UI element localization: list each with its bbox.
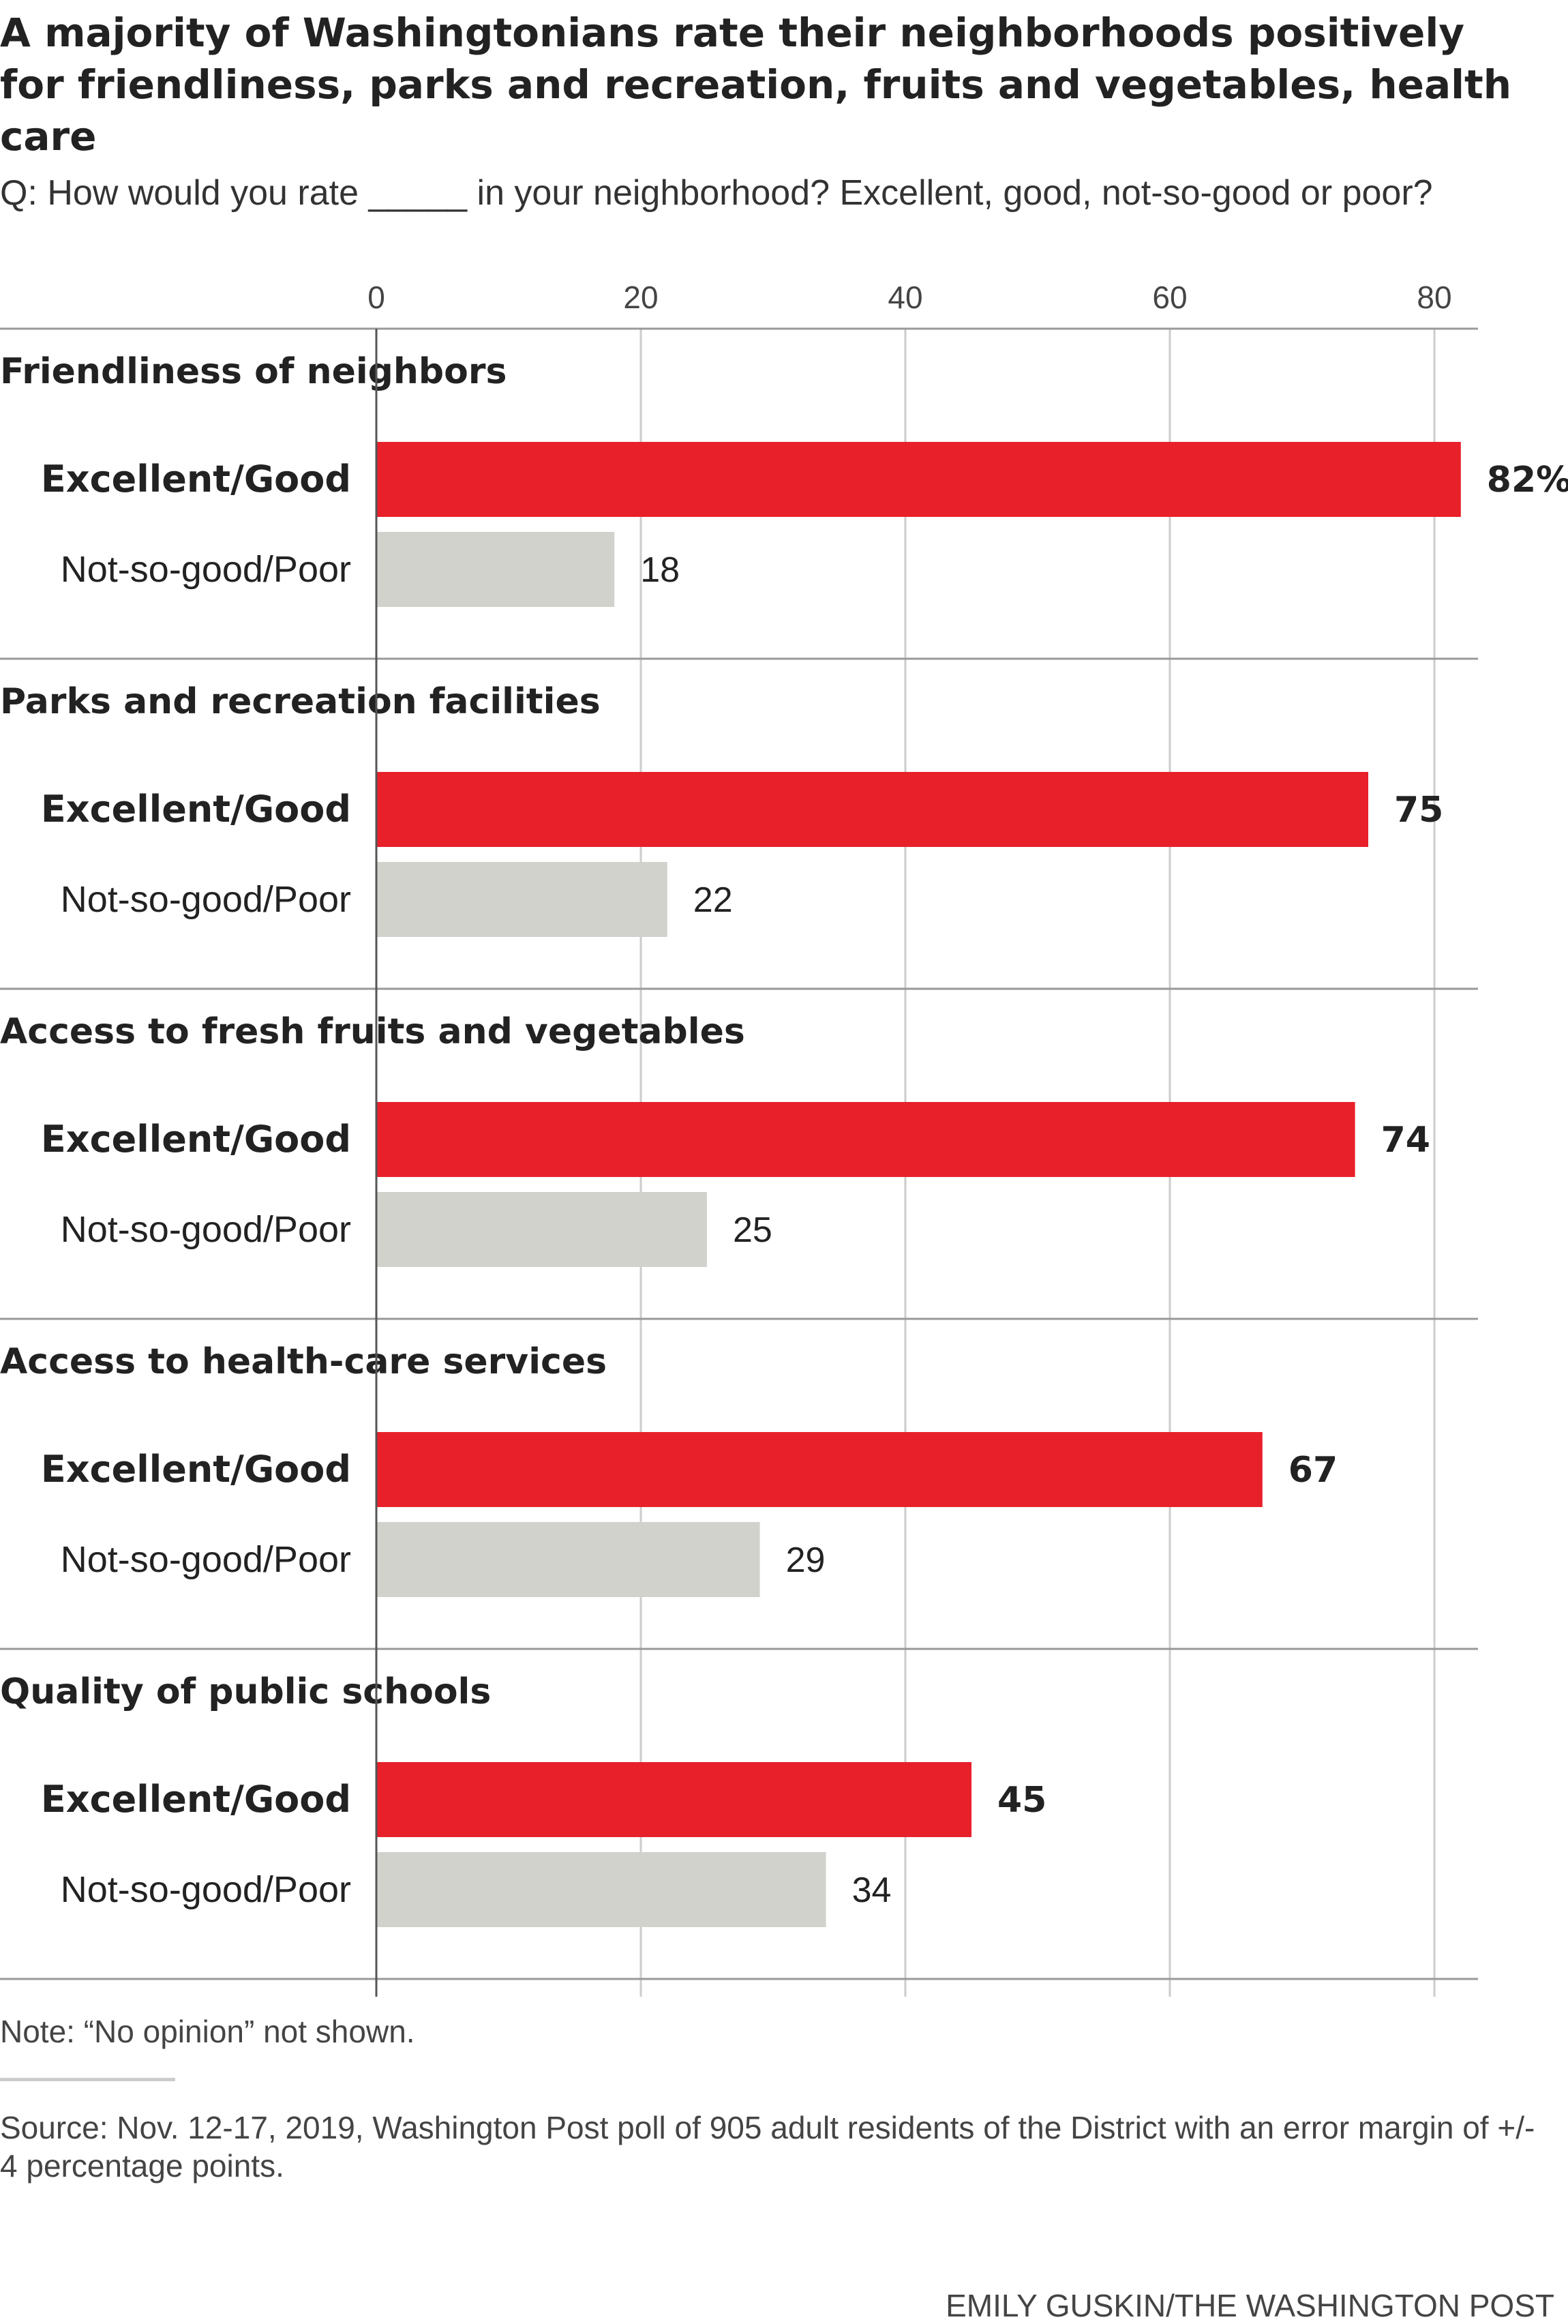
series-label: Not-so-good/Poor	[61, 879, 351, 920]
series-label: Not-so-good/Poor	[61, 1869, 351, 1910]
category-label: Access to fresh fruits and vegetables	[0, 1011, 745, 1052]
chart-credit: EMILY GUSKIN/THE WASHINGTON POST	[946, 2288, 1554, 2323]
category-group: Access to health-care services Excellent/…	[0, 1341, 1338, 1597]
category-groups: Friendliness of neighbors Excellent/Good 8…	[0, 351, 1568, 1927]
category-group: Quality of public schools Excellent/Good 4…	[0, 1671, 1046, 1927]
bar-not-so-good-poor	[376, 1192, 707, 1267]
bar-excellent-good	[376, 442, 1461, 517]
x-tick-label: 40	[888, 280, 922, 315]
data-label: 75	[1394, 790, 1443, 831]
bar-excellent-good	[376, 772, 1368, 847]
category-label: Access to health-care services	[0, 1341, 607, 1382]
data-label: 45	[997, 1780, 1046, 1821]
x-tick-label: 60	[1152, 280, 1187, 315]
bar-excellent-good	[376, 1432, 1263, 1507]
chart-subtitle: Q: How would you rate _____ in your neig…	[0, 173, 1433, 213]
chart-title: A majority of Washingtonians rate their …	[0, 10, 1512, 160]
series-label: Excellent/Good	[41, 1778, 351, 1821]
group-dividers	[0, 327, 1478, 1980]
note-divider	[0, 2078, 175, 2081]
data-label: 22	[693, 880, 733, 920]
data-label: 82%	[1487, 460, 1568, 501]
data-label: 29	[786, 1540, 826, 1580]
bar-not-so-good-poor	[376, 532, 615, 607]
series-label: Excellent/Good	[41, 458, 351, 501]
bar-chart: 0 20 40 60 80 Friendliness of neighbors Excel…	[0, 280, 1568, 1997]
series-label: Not-so-good/Poor	[61, 549, 351, 590]
data-label: 18	[640, 550, 680, 590]
chart-note: Note: “No opinion” not shown.	[0, 2014, 415, 2049]
bar-not-so-good-poor	[376, 862, 667, 937]
series-label: Not-so-good/Poor	[61, 1209, 351, 1250]
bar-not-so-good-poor	[376, 1852, 826, 1927]
x-tick-label: 20	[623, 280, 658, 315]
series-label: Excellent/Good	[41, 1118, 351, 1161]
bar-excellent-good	[376, 1762, 971, 1837]
data-label: 25	[733, 1210, 772, 1250]
chart-source: Source: Nov. 12-17, 2019, Washington Pos…	[0, 2110, 1535, 2184]
category-label: Friendliness of neighbors	[0, 351, 507, 392]
bar-excellent-good	[376, 1102, 1355, 1177]
data-label: 74	[1381, 1120, 1430, 1161]
data-label: 34	[852, 1871, 892, 1910]
category-group: Access to fresh fruits and vegetables Exc…	[0, 1011, 1430, 1267]
series-label: Excellent/Good	[41, 1448, 351, 1491]
category-group: Parks and recreation facilities Excellent…	[0, 681, 1443, 937]
x-tick-label: 80	[1417, 280, 1451, 315]
x-axis-ticks: 0 20 40 60 80	[367, 280, 1451, 315]
category-label: Quality of public schools	[0, 1671, 491, 1712]
category-group: Friendliness of neighbors Excellent/Good 8…	[0, 351, 1568, 607]
series-label: Not-so-good/Poor	[61, 1539, 351, 1580]
series-label: Excellent/Good	[41, 788, 351, 831]
x-tick-label: 0	[367, 280, 385, 315]
category-label: Parks and recreation facilities	[0, 681, 601, 722]
data-label: 67	[1288, 1450, 1338, 1491]
bar-not-so-good-poor	[376, 1522, 760, 1597]
